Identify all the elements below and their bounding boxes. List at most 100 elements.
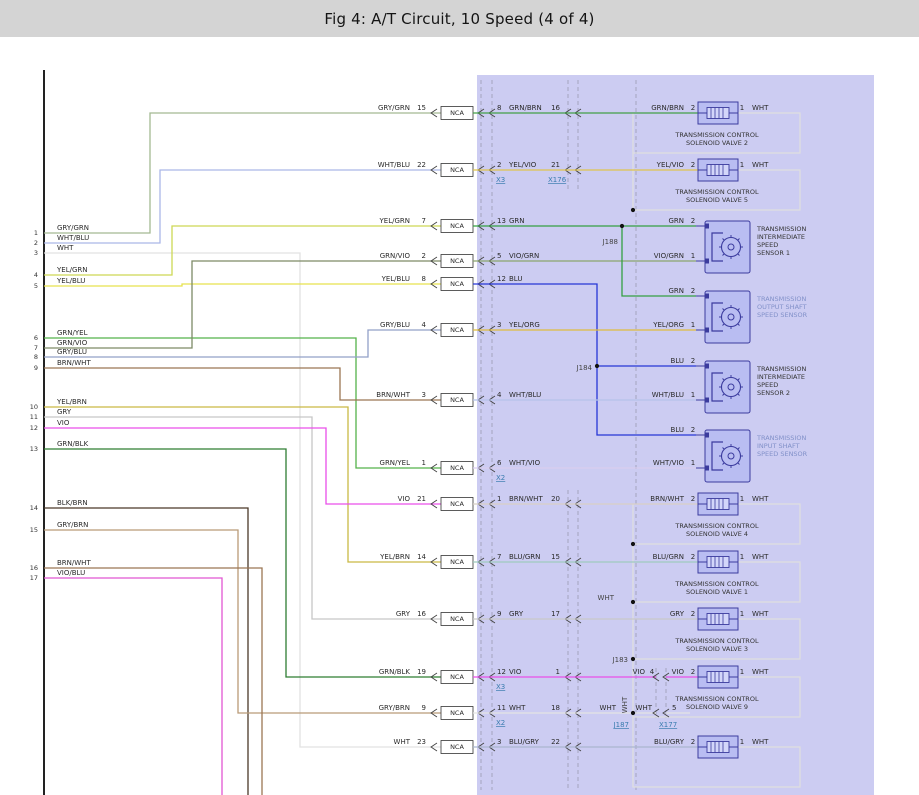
left-wire-label-grn-yel: GRN/YEL xyxy=(57,329,88,337)
left-pin-number-1: 1 xyxy=(34,229,38,237)
component-name: SOLENOID VALVE 5 xyxy=(686,196,748,204)
link-x2[interactable]: X2 xyxy=(496,719,505,727)
component-name: OUTPUT SHAFT xyxy=(757,303,807,311)
row-right-pin: 11 xyxy=(497,704,506,712)
row-right-label-blu-gry: BLU/GRY xyxy=(509,738,540,746)
nca-connector-label: NCA xyxy=(450,396,464,404)
nca-connector-label: NCA xyxy=(450,709,464,717)
comp-pin-label-wht-blu: WHT/BLU xyxy=(652,391,684,399)
connector-chevron xyxy=(662,672,670,682)
comp-pin-label-wht-vio: WHT/VIO xyxy=(653,459,685,467)
connector-chevron xyxy=(652,708,660,718)
junction-dot xyxy=(630,207,636,213)
nca-connector-label: NCA xyxy=(450,166,464,174)
sensor-pin-pad xyxy=(705,327,709,333)
junction-dot xyxy=(594,363,600,369)
row-post-pin: 5 xyxy=(672,704,676,712)
row-right-pin: 8 xyxy=(497,104,501,112)
connector-chevron xyxy=(430,221,438,231)
component-name: TRANSMISSION xyxy=(756,434,806,442)
wire-vio-blu-17 xyxy=(44,577,223,795)
wire-wht-return xyxy=(632,112,801,154)
nca-connector-label: NCA xyxy=(450,326,464,334)
link-x3[interactable]: X3 xyxy=(496,176,505,184)
component-name: SENSOR 2 xyxy=(757,389,790,397)
comp-in-pin: 2 xyxy=(691,104,695,112)
component-name: SPEED SENSOR xyxy=(757,450,808,458)
left-wire-label-wht: WHT xyxy=(57,244,74,252)
junction-dot xyxy=(630,541,636,547)
sensor-gear-hub xyxy=(727,313,735,321)
row-right-label-blu: BLU xyxy=(509,275,522,283)
comp-in-pin: 2 xyxy=(691,495,695,503)
row-pin2: 20 xyxy=(551,495,560,503)
row-left-label-yel-brn: YEL/BRN xyxy=(379,553,410,561)
junction-dot xyxy=(619,223,625,229)
row-left-pin: 23 xyxy=(417,738,426,746)
sensor-gear-tooth xyxy=(737,238,740,241)
figure-title-bar: Fig 4: A/T Circuit, 10 Speed (4 of 4) xyxy=(0,0,919,37)
row-right-pin: 12 xyxy=(497,668,506,676)
row-left-label-wht-blu: WHT/BLU xyxy=(378,161,410,169)
junction-label-wht: WHT xyxy=(621,696,629,713)
row-right-pin: 13 xyxy=(497,217,506,225)
row-right-pin: 2 xyxy=(497,161,501,169)
link-x2[interactable]: X2 xyxy=(496,474,505,482)
wire-grn-blk-13 xyxy=(44,448,441,678)
wire-brn-wht-9 xyxy=(44,367,441,401)
component-name: SENSOR 1 xyxy=(757,249,790,257)
wire-gry-11 xyxy=(44,416,441,620)
sensor-bracket-icon xyxy=(711,232,723,262)
junction-dot xyxy=(630,599,636,605)
left-pin-number-8: 8 xyxy=(34,353,38,361)
row-left-pin: 16 xyxy=(417,610,426,618)
component-name: SOLENOID VALVE 9 xyxy=(686,703,748,711)
wire-yel-brn-10 xyxy=(44,406,441,563)
wire-gry-brn-15 xyxy=(44,529,441,714)
left-pin-number-4: 4 xyxy=(34,271,38,279)
row-right-label-vio-grn: VIO/GRN xyxy=(509,252,539,260)
row-right-pin: 3 xyxy=(497,321,501,329)
row-pin2: 16 xyxy=(551,104,560,112)
wire-gry-grn-1 xyxy=(44,112,441,234)
comp-out-label-wht: WHT xyxy=(752,610,769,618)
link-x3[interactable]: X3 xyxy=(496,683,505,691)
sensor-pin-pad xyxy=(705,293,709,299)
left-wire-label-brn-wht: BRN/WHT xyxy=(57,559,91,567)
comp-out-pin: 1 xyxy=(740,495,744,503)
wire-yel-blu-5 xyxy=(44,283,441,287)
link-x176[interactable]: X176 xyxy=(548,176,567,184)
nca-connector-label: NCA xyxy=(450,257,464,265)
left-pin-number-3: 3 xyxy=(34,249,38,257)
comp-pin-number: 1 xyxy=(691,459,695,467)
left-pin-number-7: 7 xyxy=(34,344,38,352)
sensor-pin-pad xyxy=(705,363,709,369)
left-wire-label-grn-blk: GRN/BLK xyxy=(57,440,89,448)
sensor-bracket-icon xyxy=(711,372,723,402)
row-left-label-gry: GRY xyxy=(396,610,411,618)
row-right-pin: 9 xyxy=(497,610,501,618)
sensor-pin-pad xyxy=(705,432,709,438)
row-left-pin: 19 xyxy=(417,668,426,676)
row-left-label-gry-blu: GRY/BLU xyxy=(380,321,410,329)
row-left-label-grn-yel: GRN/YEL xyxy=(380,459,411,467)
left-wire-label-gry-grn: GRY/GRN xyxy=(57,224,89,232)
nca-connector-label: NCA xyxy=(450,743,464,751)
wire-grn-vio-7 xyxy=(44,260,441,349)
link-j187[interactable]: J187 xyxy=(613,721,629,729)
connector-chevron xyxy=(430,614,438,624)
connector-chevron xyxy=(430,256,438,266)
comp-in-label-brn-wht: BRN/WHT xyxy=(650,495,684,503)
nca-connector-label: NCA xyxy=(450,464,464,472)
row-left-label-yel-grn: YEL/GRN xyxy=(379,217,410,225)
link-x177[interactable]: X177 xyxy=(659,721,677,729)
connector-chevron xyxy=(430,672,438,682)
left-pin-number-14: 14 xyxy=(30,504,38,512)
comp-in-label-blu-grn: BLU/GRN xyxy=(653,553,684,561)
left-pin-number-15: 15 xyxy=(30,526,38,534)
comp-out-label-wht: WHT xyxy=(752,161,769,169)
left-pin-number-9: 9 xyxy=(34,364,38,372)
comp-out-label-wht: WHT xyxy=(752,553,769,561)
row-left-pin: 2 xyxy=(422,252,426,260)
left-pin-number-17: 17 xyxy=(30,574,38,582)
